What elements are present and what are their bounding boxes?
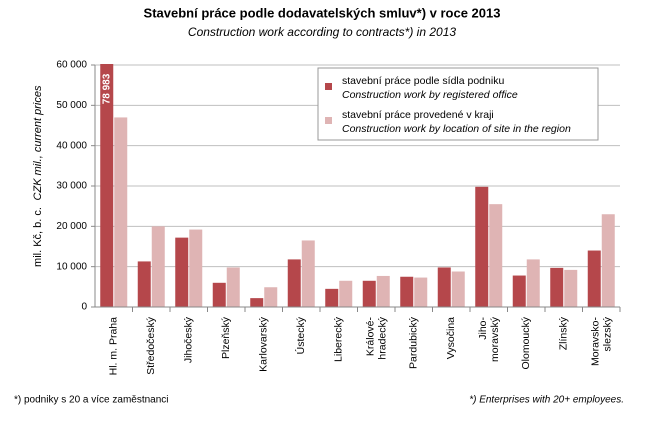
bar [400,276,414,307]
footnote-right: *) Enterprises with 20+ employees. [469,395,624,406]
y-tick-label: 40 000 [56,140,87,151]
bar [325,288,339,307]
x-tick-label: Pardubický [408,316,420,369]
x-tick-label: Jiho-moravský [477,316,501,362]
legend-swatch [325,117,332,124]
legend-label-en: Construction work by registered office [342,89,518,101]
chart-title: Stavební práce podle dodavatelských smlu… [144,5,501,20]
bar [301,240,315,307]
bar [437,267,451,307]
bar [414,277,428,307]
y-tick-label: 20 000 [56,221,87,232]
y-tick-label: 30 000 [56,181,87,192]
legend-swatch [325,83,332,90]
bar [114,117,128,307]
value-label: 78 983 [101,73,112,104]
bar [264,287,278,307]
bar [526,259,540,307]
bar [226,267,240,307]
bar [100,64,114,307]
bar [287,259,301,307]
x-tick-label: Vysočina [445,317,457,359]
y-tick-label: 50 000 [56,100,87,111]
bar [451,271,465,307]
x-tick-label: Olomoucký [520,316,532,369]
bar [512,275,526,307]
x-tick-label: Jihočeský [183,316,195,363]
y-tick-label: 10 000 [56,261,87,272]
legend: stavební práce podle sídla podniku Constr… [317,67,599,141]
bar [212,282,226,307]
y-label: mil. Kč, b. c. [32,207,44,267]
bar [564,269,578,307]
bar [189,229,203,307]
y-label-en: CZK mil., current prices [32,85,44,200]
x-tick-label: Zlínský [558,316,570,350]
legend-box [317,67,599,141]
bar [151,226,165,307]
bar [587,250,601,307]
y-tick-label: 0 [81,302,87,313]
x-tick-label: Moravsko-slezský [589,316,613,366]
x-tick-label: Karlovarský [258,316,270,372]
footnote-left: *) podniky s 20 a více zaměstnanci [14,395,169,406]
bar [475,186,489,307]
bar [376,275,390,307]
x-tick-label: Hl. m. Praha [108,317,120,376]
legend-label: stavební práce podle sídla podniku [342,75,504,87]
bar [250,298,264,307]
plot-area [100,64,615,307]
bar [175,237,189,307]
x-tick-label: Ústecký [294,316,307,354]
bar [137,261,151,307]
legend-label: stavební práce provedené v kraji [342,109,494,121]
bar [601,214,615,307]
chart-subtitle: Construction work according to contracts… [188,25,456,39]
y-axis-title: mil. Kč, b. c. CZK mil., current prices [32,85,44,267]
bar [489,204,503,307]
y-tick-label: 60 000 [56,60,87,71]
bar [362,280,376,307]
x-tick-label: Liberecký [333,316,345,362]
legend-label-en: Construction work by location of site in… [342,123,571,135]
x-tick-label: Králové-hradecký [364,316,388,359]
bar [550,267,564,307]
x-tick-label: Středočeský [145,316,157,375]
x-tick-label: Plzeňský [220,316,232,359]
bar [339,280,353,307]
